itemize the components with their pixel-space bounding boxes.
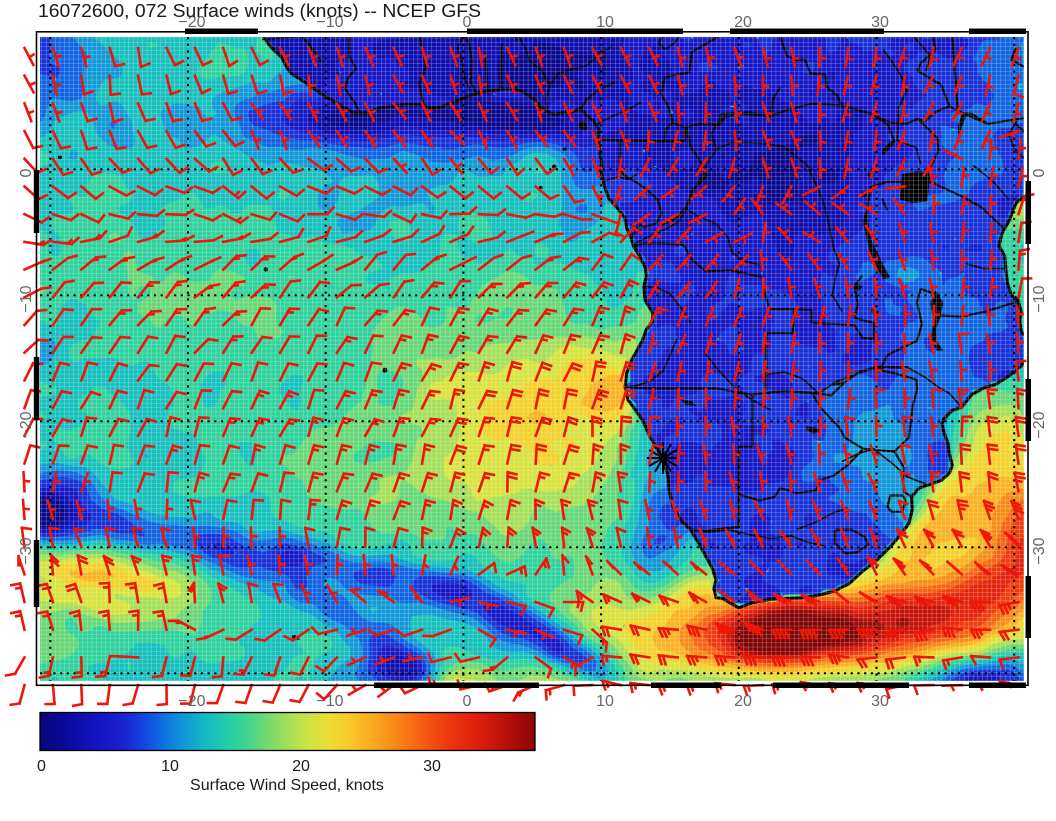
svg-text:20: 20 bbox=[292, 758, 310, 775]
svg-text:−10: −10 bbox=[18, 285, 35, 312]
svg-text:−20: −20 bbox=[178, 14, 205, 31]
svg-text:0: 0 bbox=[1031, 168, 1048, 177]
svg-text:−20: −20 bbox=[18, 411, 35, 438]
svg-text:10: 10 bbox=[596, 693, 614, 710]
svg-text:0: 0 bbox=[463, 14, 472, 31]
svg-text:0: 0 bbox=[463, 693, 472, 710]
svg-text:30: 30 bbox=[871, 693, 889, 710]
svg-text:−10: −10 bbox=[1031, 285, 1048, 312]
svg-text:10: 10 bbox=[596, 14, 614, 31]
svg-text:−10: −10 bbox=[316, 693, 343, 710]
svg-text:0: 0 bbox=[37, 758, 46, 775]
svg-text:20: 20 bbox=[734, 14, 752, 31]
svg-text:−30: −30 bbox=[18, 537, 35, 564]
svg-text:30: 30 bbox=[423, 758, 441, 775]
svg-text:16072600, 072 Surface winds (k: 16072600, 072 Surface winds (knots) -- N… bbox=[38, 1, 481, 21]
svg-text:0: 0 bbox=[18, 168, 35, 177]
svg-text:10: 10 bbox=[161, 758, 179, 775]
svg-text:Surface Wind Speed, knots: Surface Wind Speed, knots bbox=[190, 777, 384, 794]
svg-text:−30: −30 bbox=[1031, 537, 1048, 564]
svg-text:20: 20 bbox=[734, 693, 752, 710]
svg-text:30: 30 bbox=[871, 14, 889, 31]
svg-text:−20: −20 bbox=[178, 693, 205, 710]
svg-text:−20: −20 bbox=[1031, 411, 1048, 438]
svg-text:−10: −10 bbox=[316, 14, 343, 31]
